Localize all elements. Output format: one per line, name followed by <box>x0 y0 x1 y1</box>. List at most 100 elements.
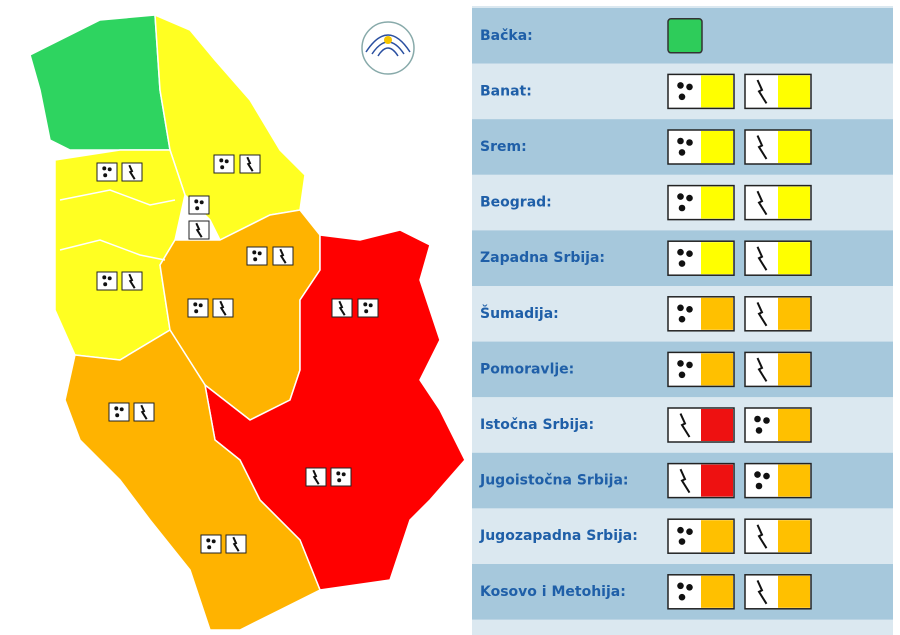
border <box>59 189 176 206</box>
hail-dot <box>220 165 225 170</box>
hail-dot <box>678 371 686 379</box>
map-icon <box>305 467 327 487</box>
map-icon-box <box>330 467 352 487</box>
hail-dot <box>763 417 770 424</box>
map-icon <box>330 467 352 487</box>
map-icon-box <box>187 298 209 318</box>
map-icon <box>212 298 234 318</box>
hail-dot <box>194 309 199 314</box>
hail-dot <box>686 139 693 146</box>
warning-level <box>778 353 810 386</box>
map-icon <box>188 195 210 215</box>
map-icon <box>246 246 268 266</box>
region-name: Jugozapadna Srbija: <box>479 528 638 544</box>
hail-dot <box>102 166 107 171</box>
region-name: Šumadija: <box>480 304 559 322</box>
map-icon <box>188 220 210 240</box>
map-icon-box <box>188 195 210 215</box>
map-icon-box <box>96 162 118 182</box>
region-name: Pomoravlje: <box>480 361 574 377</box>
warning-level <box>667 18 703 54</box>
hail-dot <box>755 427 763 434</box>
lightning-bolt <box>279 248 287 264</box>
warning-level <box>778 131 810 163</box>
hail-dot <box>678 149 686 156</box>
hail-dot <box>677 582 684 590</box>
warning-level <box>701 131 733 163</box>
hail-dot <box>755 482 763 490</box>
hail-dot <box>686 306 693 313</box>
warning-level <box>701 464 733 497</box>
map-icon <box>96 271 118 291</box>
map <box>29 13 466 631</box>
hail-dot <box>224 159 229 164</box>
lightning-bolt <box>756 190 768 216</box>
hail-dot <box>677 526 684 534</box>
lightning-bolt <box>756 579 768 605</box>
hail-dot <box>115 413 120 418</box>
map-icon <box>213 154 235 174</box>
lightning-bolt <box>756 301 768 327</box>
hail-dot <box>252 250 257 255</box>
map-icon <box>272 246 294 266</box>
map-icon <box>357 298 379 318</box>
map-icon <box>121 271 143 291</box>
warning-level <box>701 186 733 219</box>
hail-dot <box>341 472 346 477</box>
lightning-bolt <box>756 135 768 160</box>
lightning-bolt <box>195 222 203 238</box>
map-icon-box <box>357 298 379 318</box>
hail-dot <box>678 538 686 545</box>
warning-level <box>701 353 733 386</box>
lightning-bolt <box>756 79 768 104</box>
legend-row: Jugoistočna Srbija: <box>472 452 893 509</box>
warning-level <box>778 242 810 275</box>
warning-level <box>778 75 810 108</box>
map-icon <box>121 162 143 182</box>
lightning-bolt <box>128 273 136 289</box>
region-name: Istočna Srbija: <box>480 417 594 433</box>
hail-dot <box>678 260 686 267</box>
region-name: Zapadna Srbija: <box>480 250 605 266</box>
region-name: Jugoistočna Srbija: <box>479 473 629 489</box>
region-name: Kosovo i Metohija: <box>480 584 626 600</box>
lightning-bolt <box>128 164 136 180</box>
hail-dot <box>677 248 684 256</box>
map-icon-box <box>213 154 235 174</box>
hail-dot <box>677 137 684 145</box>
map-icon-box <box>200 534 222 554</box>
hail-dot <box>678 93 686 101</box>
lightning-bolt <box>232 536 240 552</box>
lightning-bolt <box>756 357 768 382</box>
legend-row: Zapadna Srbija: <box>472 230 893 286</box>
border <box>59 239 166 261</box>
warning-level <box>778 520 810 553</box>
legend-row: Bačka: <box>472 8 893 64</box>
region-backa <box>29 14 171 151</box>
legend-row: Srem: <box>472 119 893 175</box>
warning-level <box>701 75 733 108</box>
hail-dot <box>754 471 761 478</box>
lightning-bolt <box>756 246 768 271</box>
legend-row: Pomoravlje: <box>472 341 893 398</box>
warning-level <box>701 242 733 275</box>
hail-dot <box>119 407 124 412</box>
hail-dot <box>211 539 216 544</box>
hail-dot <box>686 250 693 257</box>
warning-level <box>701 575 733 608</box>
hail-dot <box>103 173 108 178</box>
hail-dot <box>102 275 107 280</box>
hail-dot <box>199 200 204 205</box>
lightning-bolt <box>246 156 254 172</box>
hail-dot <box>677 82 684 89</box>
hail-dot <box>257 251 262 256</box>
hail-dot <box>686 584 693 591</box>
warning-level <box>778 409 810 441</box>
warning-level <box>778 464 810 497</box>
hail-dot <box>686 361 693 369</box>
map-icon <box>239 154 261 174</box>
legend-row: Šumadija: <box>472 286 893 342</box>
map-icon-box <box>246 246 268 266</box>
legend-row: Istočna Srbija: <box>472 397 893 453</box>
